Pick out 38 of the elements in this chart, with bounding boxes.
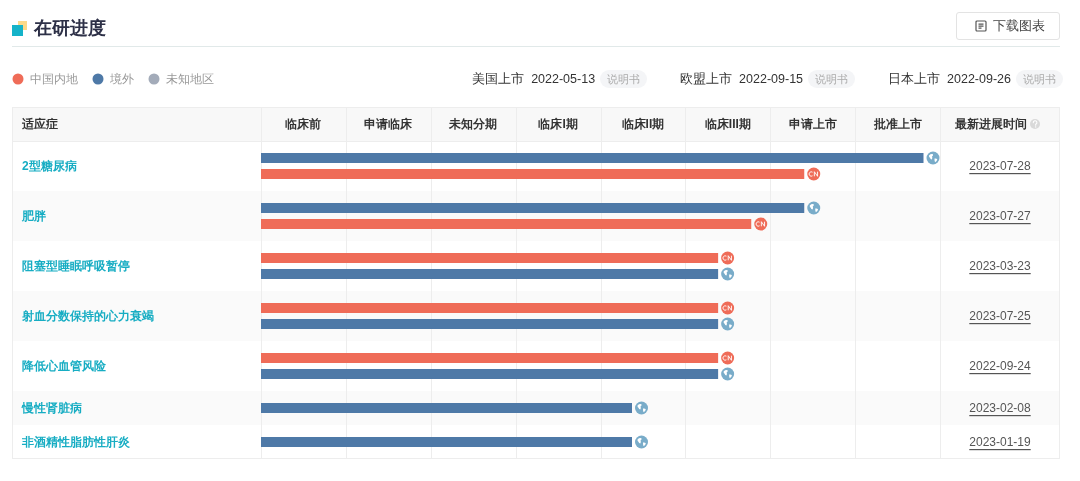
text: 美国上市 xyxy=(472,70,525,88)
y-axis-title: 适应症 xyxy=(21,117,58,131)
annotation: 临床前 xyxy=(285,117,322,131)
text: 2022-09-15 xyxy=(739,72,804,86)
y2-axis-title: 最新进展时间 xyxy=(954,117,1027,131)
y2-tick-label: 2023-03-23 xyxy=(969,259,1032,273)
y2-tick-label: 2023-01-19 xyxy=(969,435,1032,449)
y-tick-label: 阻塞型睡眠呼吸暂停 xyxy=(22,259,130,273)
text: 说明书 xyxy=(1016,70,1063,88)
annotation: 临床III期 xyxy=(704,117,751,131)
text: 在研进度 xyxy=(34,17,106,40)
annotation: 申请临床 xyxy=(364,117,414,131)
text: 欧盟上市 xyxy=(680,70,733,88)
y-tick-label: 降低心血管风险 xyxy=(22,359,107,373)
legend-label: 境外 xyxy=(110,71,134,87)
y2-tick-label: 2023-02-08 xyxy=(969,401,1032,415)
legend-label: 中国内地 xyxy=(30,71,78,87)
legend-label: 未知地区 xyxy=(166,71,214,87)
y2-tick-label: 2023-07-27 xyxy=(969,209,1032,223)
text: 说明书 xyxy=(600,70,648,88)
y2-tick-label: 2023-07-28 xyxy=(969,159,1032,173)
text: 说明书 xyxy=(808,70,856,88)
y-tick-label: 射血分数保持的心力衰竭 xyxy=(21,309,154,323)
text: 下载图表 xyxy=(993,17,1045,35)
annotation: 临床I期 xyxy=(538,117,578,131)
text: 2022-05-13 xyxy=(531,72,596,86)
annotation: 未知分期 xyxy=(448,117,498,131)
y-tick-label: 2型糖尿病 xyxy=(22,159,77,173)
text: 2022-09-26 xyxy=(947,72,1011,86)
y2-tick-label: 2023-07-25 xyxy=(969,309,1032,323)
y-tick-label: 慢性肾脏病 xyxy=(21,401,82,415)
annotation: 批准上市 xyxy=(872,117,922,131)
text: 日本上市 xyxy=(888,70,941,88)
y-tick-label: 非酒精性脂肪性肝炎 xyxy=(21,435,131,449)
annotation: 申请上市 xyxy=(788,117,837,131)
y-tick-label: 肥胖 xyxy=(21,209,46,223)
y2-tick-label: 2022-09-24 xyxy=(969,359,1032,373)
annotation: 临床II期 xyxy=(621,117,665,131)
